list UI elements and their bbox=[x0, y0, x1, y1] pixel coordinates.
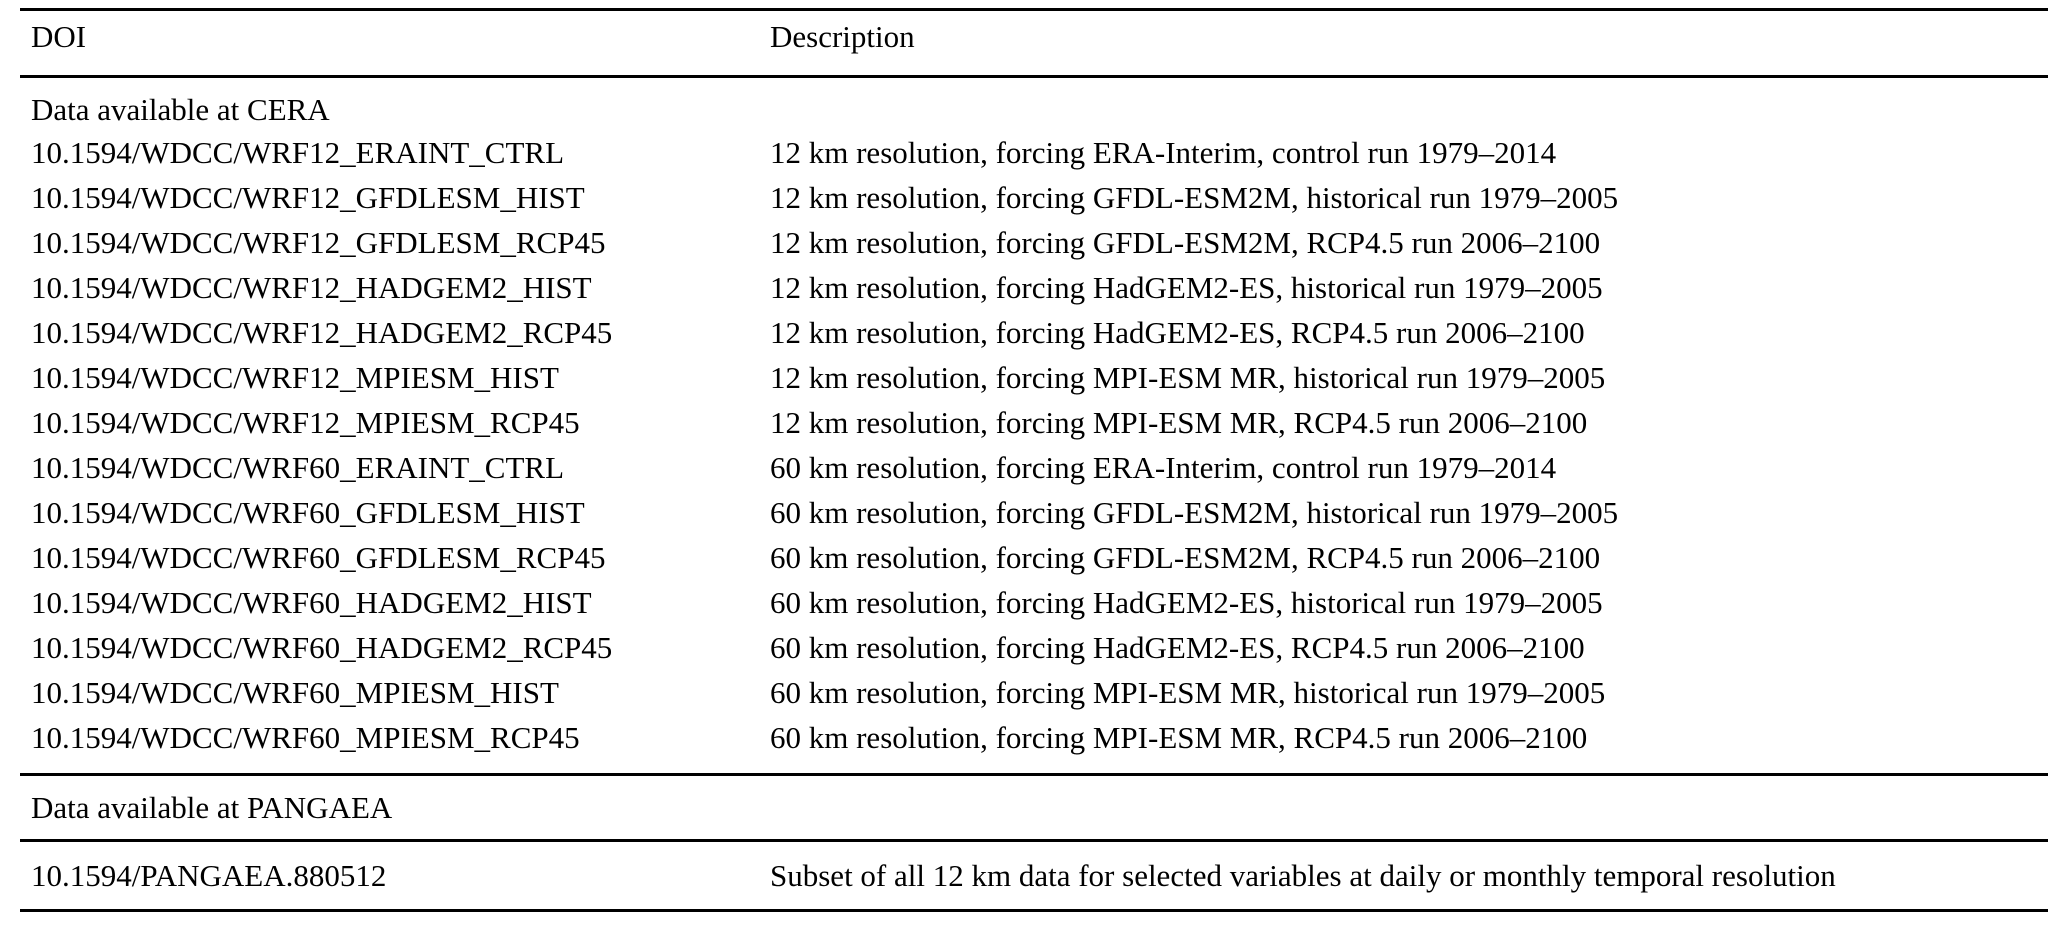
description-cell: 60 km resolution, forcing HadGEM2-ES, hi… bbox=[770, 584, 1603, 620]
description-cell: 60 km resolution, forcing MPI-ESM MR, hi… bbox=[770, 674, 1606, 710]
table-row: 10.1594/WDCC/WRF60_GFDLESM_RCP45 60 km r… bbox=[20, 535, 2048, 580]
description-cell: 12 km resolution, forcing HadGEM2-ES, hi… bbox=[770, 269, 1603, 305]
description-cell: 60 km resolution, forcing HadGEM2-ES, RC… bbox=[770, 629, 1585, 665]
description-cell: 12 km resolution, forcing ERA-Interim, c… bbox=[770, 134, 1557, 170]
doi-cell: 10.1594/PANGAEA.880512 bbox=[31, 857, 387, 893]
table-row: 10.1594/WDCC/WRF12_ERAINT_CTRL 12 km res… bbox=[20, 130, 2048, 175]
table-row: 10.1594/PANGAEA.880512 Subset of all 12 … bbox=[20, 842, 2048, 909]
doi-cell: 10.1594/WDCC/WRF12_HADGEM2_HIST bbox=[31, 269, 592, 305]
table-row: 10.1594/WDCC/WRF60_ERAINT_CTRL 60 km res… bbox=[20, 445, 2048, 490]
table-row: 10.1594/WDCC/WRF12_HADGEM2_RCP45 12 km r… bbox=[20, 310, 2048, 355]
table-rule-below-header bbox=[20, 75, 2048, 78]
doi-cell: 10.1594/WDCC/WRF12_GFDLESM_HIST bbox=[31, 179, 585, 215]
doi-cell: 10.1594/WDCC/WRF12_HADGEM2_RCP45 bbox=[31, 314, 613, 350]
section-cera-body: 10.1594/WDCC/WRF12_ERAINT_CTRL 12 km res… bbox=[20, 130, 2048, 773]
description-cell: 60 km resolution, forcing MPI-ESM MR, RC… bbox=[770, 719, 1588, 755]
table-row: 10.1594/WDCC/WRF12_MPIESM_HIST 12 km res… bbox=[20, 355, 2048, 400]
doi-cell: 10.1594/WDCC/WRF12_ERAINT_CTRL bbox=[31, 134, 565, 170]
table-row: 10.1594/WDCC/WRF12_MPIESM_RCP45 12 km re… bbox=[20, 400, 2048, 445]
table-row: 10.1594/WDCC/WRF12_GFDLESM_RCP45 12 km r… bbox=[20, 220, 2048, 265]
table-rule-bottom bbox=[20, 909, 2048, 912]
doi-cell: 10.1594/WDCC/WRF60_HADGEM2_HIST bbox=[31, 584, 592, 620]
table-row: 10.1594/WDCC/WRF60_MPIESM_RCP45 60 km re… bbox=[20, 715, 2048, 760]
description-cell: Subset of all 12 km data for selected va… bbox=[770, 857, 1836, 893]
doi-cell: 10.1594/WDCC/WRF60_MPIESM_HIST bbox=[31, 674, 559, 710]
doi-cell: 10.1594/WDCC/WRF60_ERAINT_CTRL bbox=[31, 449, 565, 485]
section-cera: Data available at CERA 10.1594/WDCC/WRF1… bbox=[20, 78, 2048, 773]
doi-cell: 10.1594/WDCC/WRF60_GFDLESM_HIST bbox=[31, 494, 585, 530]
description-cell: 12 km resolution, forcing MPI-ESM MR, hi… bbox=[770, 359, 1606, 395]
column-header-description: Description bbox=[770, 19, 915, 54]
doi-cell: 10.1594/WDCC/WRF12_MPIESM_RCP45 bbox=[31, 404, 580, 440]
description-cell: 60 km resolution, forcing GFDL-ESM2M, RC… bbox=[770, 539, 1601, 575]
section-pangaea: Data available at PANGAEA 10.1594/PANGAE… bbox=[20, 776, 2048, 909]
description-cell: 12 km resolution, forcing GFDL-ESM2M, hi… bbox=[770, 179, 1619, 215]
table-rule-below-pangaea-header bbox=[20, 839, 2048, 842]
section-header-cera: Data available at CERA bbox=[31, 92, 330, 127]
section-header-pangaea: Data available at PANGAEA bbox=[31, 789, 393, 825]
doi-cell: 10.1594/WDCC/WRF12_MPIESM_HIST bbox=[31, 359, 559, 395]
table-rule-above-pangaea bbox=[20, 773, 2048, 776]
doi-cell: 10.1594/WDCC/WRF60_GFDLESM_RCP45 bbox=[31, 539, 606, 575]
table-rule-top bbox=[20, 8, 2048, 11]
table-header-row: DOI Description bbox=[20, 11, 2048, 75]
description-cell: 60 km resolution, forcing GFDL-ESM2M, hi… bbox=[770, 494, 1619, 530]
doi-cell: 10.1594/WDCC/WRF60_HADGEM2_RCP45 bbox=[31, 629, 613, 665]
doi-table: DOI Description Data available at CERA 1… bbox=[20, 8, 2048, 912]
description-cell: 12 km resolution, forcing GFDL-ESM2M, RC… bbox=[770, 224, 1601, 260]
description-cell: 12 km resolution, forcing MPI-ESM MR, RC… bbox=[770, 404, 1588, 440]
table-row: 10.1594/WDCC/WRF60_HADGEM2_HIST 60 km re… bbox=[20, 580, 2048, 625]
doi-cell: 10.1594/WDCC/WRF60_MPIESM_RCP45 bbox=[31, 719, 580, 755]
description-cell: 60 km resolution, forcing ERA-Interim, c… bbox=[770, 449, 1557, 485]
table-row: 10.1594/WDCC/WRF12_HADGEM2_HIST 12 km re… bbox=[20, 265, 2048, 310]
table-row: 10.1594/WDCC/WRF60_HADGEM2_RCP45 60 km r… bbox=[20, 625, 2048, 670]
table-row: 10.1594/WDCC/WRF60_GFDLESM_HIST 60 km re… bbox=[20, 490, 2048, 535]
table-row: 10.1594/WDCC/WRF60_MPIESM_HIST 60 km res… bbox=[20, 670, 2048, 715]
description-cell: 12 km resolution, forcing HadGEM2-ES, RC… bbox=[770, 314, 1585, 350]
doi-cell: 10.1594/WDCC/WRF12_GFDLESM_RCP45 bbox=[31, 224, 606, 260]
table-row: 10.1594/WDCC/WRF12_GFDLESM_HIST 12 km re… bbox=[20, 175, 2048, 220]
column-header-doi: DOI bbox=[31, 19, 87, 54]
